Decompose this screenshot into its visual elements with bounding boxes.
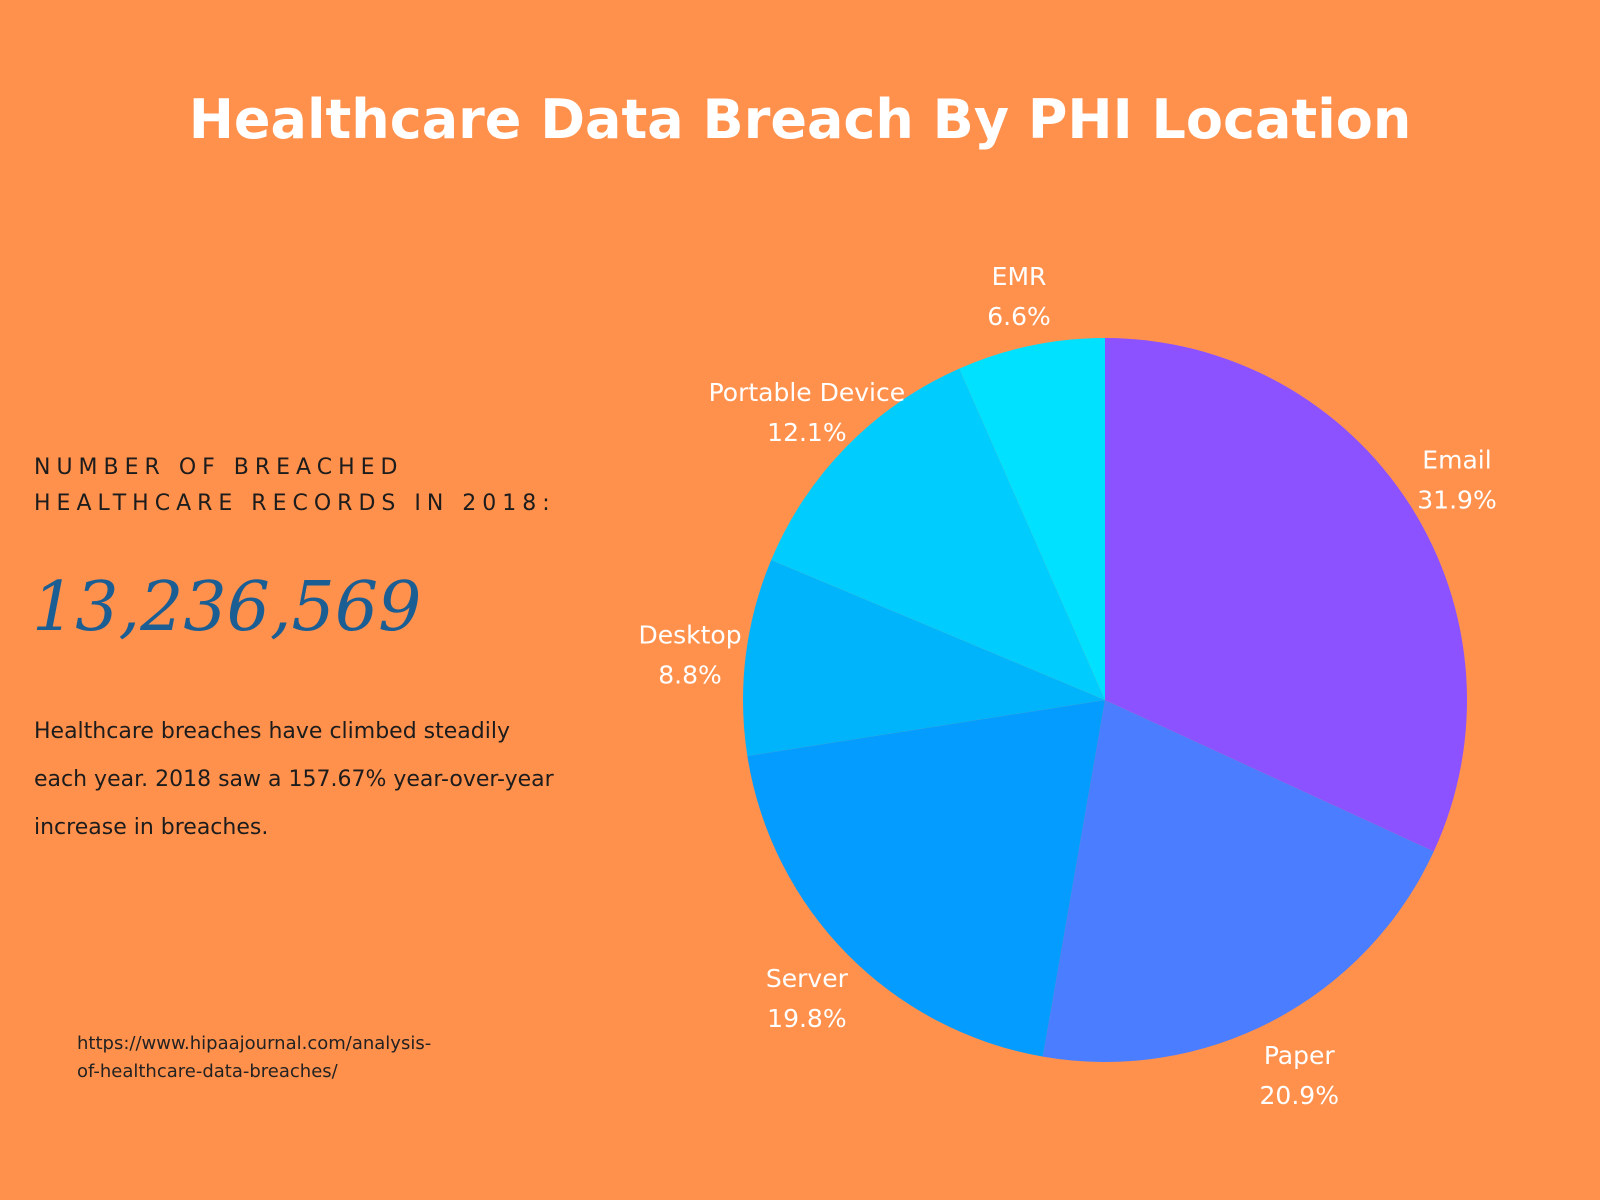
pie-slice-email [1105,338,1468,852]
slice-value-portable-device: 12.1% [767,418,846,447]
slice-value-paper: 20.9% [1260,1081,1339,1110]
slice-label-email: Email [1422,446,1491,475]
slice-label-server: Server [766,964,849,993]
pie-slices [743,338,1468,1062]
records-label: NUMBER OF BREACHED HEALTHCARE RECORDS IN… [34,455,556,516]
pie-slice-portable-device [771,368,1105,700]
slice-value-emr: 6.6% [987,302,1051,331]
slice-label-paper: Paper [1264,1041,1336,1070]
page-title: Healthcare Data Breach By PHI Location [188,88,1412,151]
slice-value-server: 19.8% [767,1004,846,1033]
pie-slice-emr [959,338,1105,700]
slice-value-desktop: 8.8% [658,661,722,690]
slice-label-emr: EMR [992,262,1047,291]
records-count: 13,236,569 [32,568,422,647]
slice-label-desktop: Desktop [638,621,741,650]
source-link[interactable]: https://www.hipaajournal.com/analysis-of… [77,1033,432,1082]
pie-slice-server [747,700,1105,1057]
slice-label-portable-device: Portable Device [709,378,906,407]
pie-labels: Email 31.9% Paper 20.9% Server 19.8% Desktop 8.… [638,262,1496,1110]
pie-slice-paper [1042,700,1434,1062]
pie-slice-desktop [743,560,1105,757]
slice-value-email: 31.9% [1417,486,1496,515]
description-text: Healthcare breaches have climbed steadil… [34,719,554,840]
